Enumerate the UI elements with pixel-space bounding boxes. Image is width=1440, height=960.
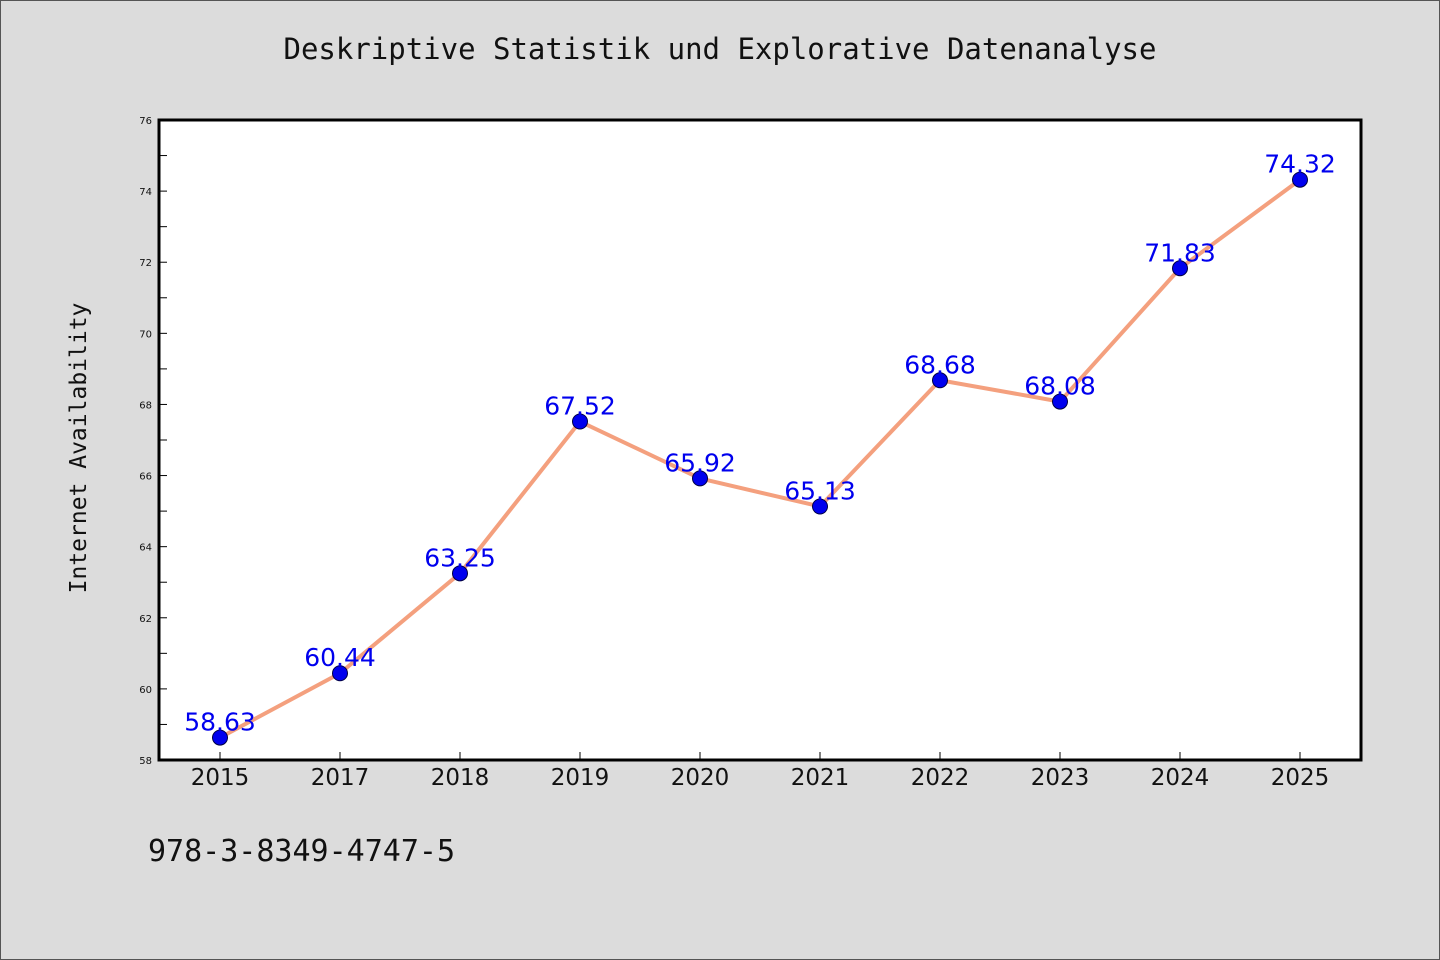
x-tick-label-7: 2023 [1031,765,1090,791]
data-label-6: 68.68 [904,350,976,379]
data-point-8 [1172,260,1188,277]
y-tick-label-2: 62 [139,614,152,625]
data-label-5: 65.13 [784,476,856,505]
y-tick-label-1: 60 [139,685,152,696]
data-point-6 [932,372,948,389]
x-tick-label-3: 2019 [551,765,610,791]
y-tick-label-9: 76 [139,116,152,127]
series-points [212,171,1308,746]
data-label-2: 63.25 [424,543,496,572]
x-tick-label-6: 2022 [911,765,970,791]
data-point-7 [1052,393,1068,410]
data-label-1: 60.44 [304,643,376,672]
y-axis-ticks: 58 60 62 64 66 68 70 72 74 76 [139,116,167,767]
data-point-1 [332,665,348,682]
data-labels: 58.63 60.44 63.25 67.52 65.92 65.13 68.68 68.08… [184,150,1336,737]
series-line [219,178,1302,740]
y-tick-label-7: 72 [139,258,152,269]
x-tick-label-0: 2015 [191,765,250,791]
x-axis-ticks: 2015 2017 2018 2019 2020 2021 2022 2023 2024 2025 [191,752,1330,791]
y-tick-label-3: 64 [139,543,152,554]
data-label-7: 68.08 [1024,372,1096,401]
chart-title: Deskriptive Statistik und Explorative Da… [283,32,1157,66]
data-label-0: 58.63 [184,708,256,737]
data-label-4: 65.92 [664,448,736,477]
data-point-9 [1292,171,1308,188]
data-point-3 [572,413,588,430]
data-point-4 [692,470,708,487]
y-tick-label-4: 66 [139,472,152,483]
y-tick-label-5: 68 [139,400,152,411]
x-tick-label-4: 2020 [671,765,730,791]
x-tick-label-8: 2024 [1151,765,1210,791]
data-label-9: 74.32 [1264,150,1336,179]
data-point-2 [452,565,468,582]
data-label-3: 67.52 [544,392,616,421]
y-axis-label: Internet Availability [66,303,92,594]
data-label-8: 71.83 [1144,238,1216,267]
y-tick-label-6: 70 [139,329,152,340]
plot-area [157,118,1363,762]
x-tick-label-5: 2021 [791,765,850,791]
y-tick-label-8: 74 [139,187,152,198]
x-tick-label-2: 2018 [431,765,490,791]
x-tick-label-1: 2017 [311,765,370,791]
isbn-text: 978-3-8349-4747-5 [148,834,456,869]
x-tick-label-9: 2025 [1271,765,1330,791]
y-tick-label-0: 58 [139,756,152,767]
data-point-0 [212,729,228,746]
data-point-5 [812,498,828,515]
